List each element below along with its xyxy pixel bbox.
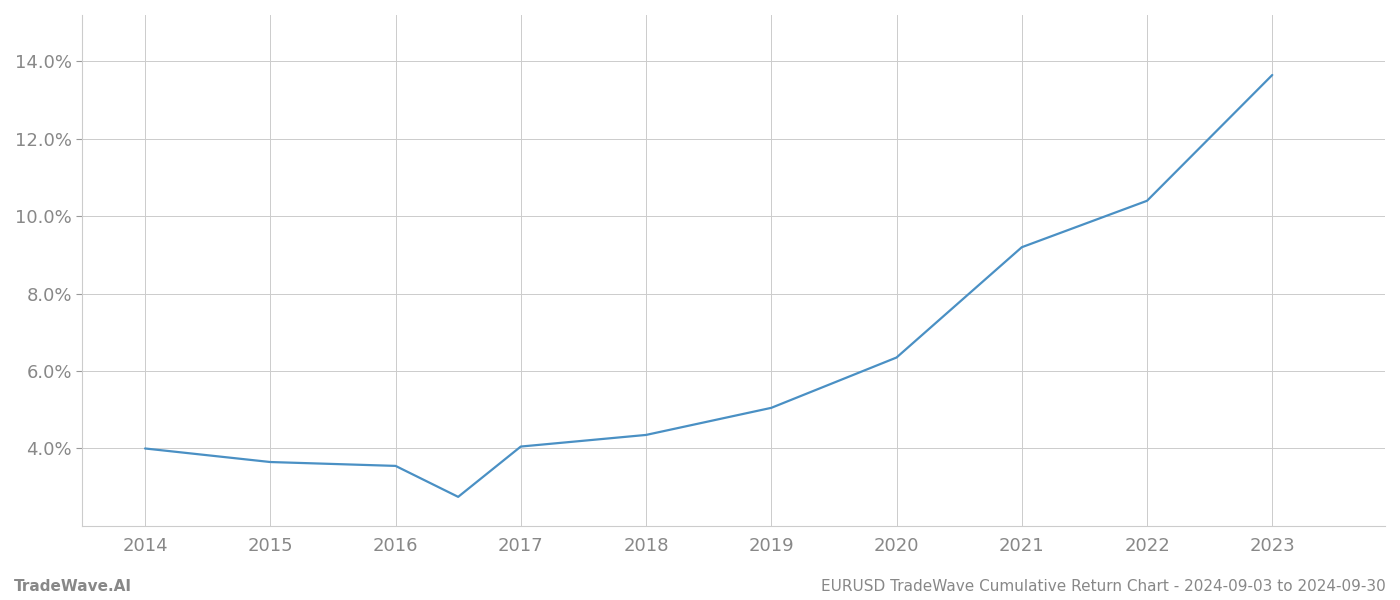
Text: EURUSD TradeWave Cumulative Return Chart - 2024-09-03 to 2024-09-30: EURUSD TradeWave Cumulative Return Chart… <box>822 579 1386 594</box>
Text: TradeWave.AI: TradeWave.AI <box>14 579 132 594</box>
